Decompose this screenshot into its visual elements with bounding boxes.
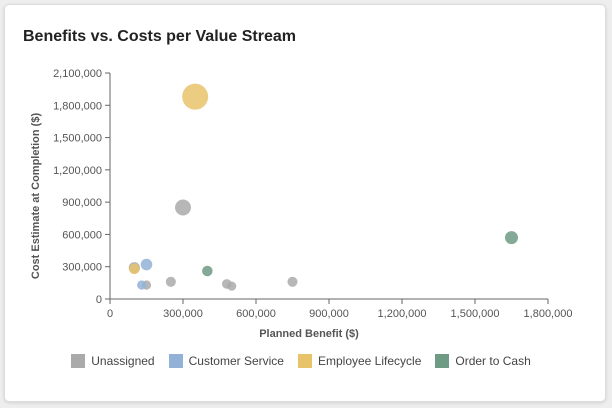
x-tick-label: 1,500,000 [451, 308, 500, 320]
data-point-customer-service [137, 280, 147, 290]
legend-item[interactable]: Customer Service [168, 354, 284, 368]
y-tick-label: 1,200,000 [53, 165, 102, 177]
legend-item[interactable]: Employee Lifecycle [297, 354, 422, 368]
legend-swatch [435, 354, 450, 368]
y-tick-label: 1,800,000 [53, 100, 102, 112]
x-tick-label: 300,000 [163, 308, 203, 320]
data-point-unassigned [165, 276, 176, 287]
x-tick-label: 1,800,000 [524, 308, 573, 320]
legend-label: Order to Cash [455, 354, 531, 368]
legend-item[interactable]: Order to Cash [435, 354, 531, 368]
y-tick-label: 600,000 [62, 229, 102, 241]
y-tick-label: 2,100,000 [53, 68, 102, 80]
data-point-unassigned [287, 276, 298, 287]
x-tick-label: 1,200,000 [378, 308, 427, 320]
legend-label: Unassigned [91, 354, 155, 368]
y-tick-label: 300,000 [62, 262, 102, 274]
chart-card: Benefits vs. Costs per Value Stream [4, 4, 606, 402]
legend-label: Employee Lifecycle [317, 354, 422, 368]
y-tick-label: 900,000 [62, 197, 102, 209]
legend-swatch [168, 354, 183, 368]
x-tick-label: 900,000 [309, 308, 349, 320]
data-point-customer-service [140, 258, 153, 271]
legend-swatch [71, 354, 86, 368]
data-point-unassigned [175, 199, 191, 216]
legend-label: Customer Service [188, 354, 284, 368]
data-point-unassigned [227, 281, 237, 291]
chart-title: Benefits vs. Costs per Value Stream [23, 28, 296, 45]
chart-legend: Unassigned Customer Service Employee Lifec… [0, 354, 602, 368]
x-tick-label: 600,000 [236, 308, 276, 320]
legend-item[interactable]: Unassigned [71, 354, 155, 368]
x-axis-label: Planned Benefit ($) [259, 328, 359, 340]
y-tick-label: 1,500,000 [53, 133, 102, 145]
data-point-employee-lifecycle [182, 83, 209, 110]
data-point-order-to-cash [504, 231, 519, 245]
x-tick-label: 0 [107, 308, 113, 320]
data-point-employee-lifecycle [129, 263, 140, 275]
legend-swatch [297, 354, 312, 368]
y-tick-label: 0 [96, 294, 102, 306]
data-point-order-to-cash [202, 265, 213, 277]
y-axis-label: Cost Estimate at Completion ($) [30, 113, 42, 280]
